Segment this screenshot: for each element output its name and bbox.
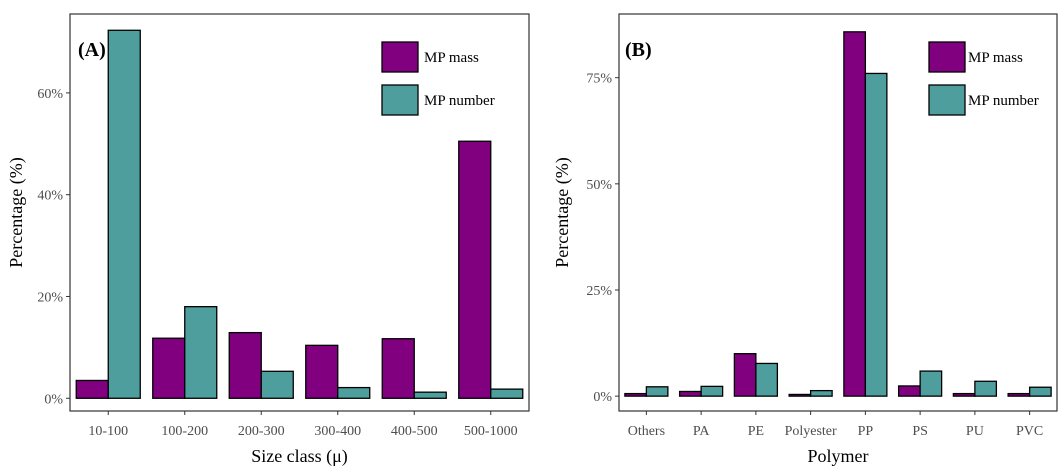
bar-mp-mass-300-400 — [306, 345, 338, 398]
y-axis-title: Percentage (%) — [552, 157, 573, 267]
bar-mp-mass-pu — [953, 394, 975, 397]
x-tick-label: PP — [858, 424, 874, 439]
bar-mp-mass-100-200 — [153, 338, 185, 398]
chart-panel-a: 0% 20% 40% 60% 10-100 100-200 200-300 300-400 40… — [6, 14, 529, 467]
x-tick-label: 400-500 — [391, 424, 438, 439]
legend-swatch-mp-mass — [382, 42, 418, 72]
bar-mp-mass-pa — [680, 391, 702, 396]
x-tick-label: 500-1000 — [464, 424, 518, 439]
x-tick-label: PE — [748, 424, 764, 439]
panel-label: (A) — [78, 39, 106, 61]
x-tick-label: Polyester — [785, 424, 837, 439]
bar-mp-mass-500-1000 — [459, 141, 491, 398]
y-tick-label: 75% — [586, 72, 612, 87]
bar-mp-mass-pe — [734, 354, 756, 396]
x-axis-title: Size class (μ) — [251, 446, 348, 467]
bar-mp-number-10-100 — [108, 30, 140, 398]
panel-label: (B) — [625, 39, 652, 61]
y-tick-label: 25% — [586, 284, 612, 299]
bar-mp-number-pa — [701, 386, 723, 396]
x-tick-label: PS — [912, 424, 928, 439]
bar-mp-mass-400-500 — [382, 339, 414, 399]
bar-mp-number-200-300 — [261, 371, 293, 398]
bar-mp-number-300-400 — [338, 388, 370, 399]
y-tick-label: 50% — [586, 178, 612, 193]
legend-swatch-mp-number — [929, 85, 965, 115]
legend-label-mp-number: MP number — [968, 93, 1039, 109]
y-tick-label: 0% — [44, 392, 63, 407]
bar-mp-number-pu — [975, 381, 997, 396]
y-tick-label: 60% — [37, 87, 63, 102]
bar-mp-number-ps — [920, 371, 942, 396]
x-axis-title: Polymer — [808, 446, 869, 466]
bar-mp-mass-10-100 — [76, 380, 108, 398]
x-tick-label: PVC — [1016, 424, 1043, 439]
x-tick-label: 200-300 — [238, 424, 285, 439]
y-tick-label: 20% — [37, 290, 63, 305]
bar-mp-number-100-200 — [185, 307, 217, 399]
legend-label-mp-mass: MP mass — [968, 50, 1023, 66]
y-tick-label: 0% — [593, 390, 612, 405]
bar-mp-number-pvc — [1030, 387, 1052, 396]
bar-mp-mass-polyester — [789, 394, 811, 396]
chart-panel-b: 0% 25% 50% 75% Others PA PE Polyester PP PS PU PVC P… — [552, 14, 1057, 466]
bar-mp-number-pe — [756, 363, 778, 396]
bar-mp-mass-pp — [844, 32, 866, 396]
x-tick-label: PA — [693, 424, 711, 439]
x-tick-label: 10-100 — [88, 424, 128, 439]
x-tick-label: Others — [628, 424, 665, 439]
y-tick-label: 40% — [37, 189, 63, 204]
bar-mp-number-polyester — [811, 391, 833, 397]
y-axis-title: Percentage (%) — [6, 157, 27, 267]
legend-swatch-mp-mass — [929, 42, 965, 72]
x-tick-label: 300-400 — [314, 424, 361, 439]
x-tick-label: 100-200 — [161, 424, 208, 439]
bar-mp-mass-pvc — [1008, 394, 1030, 397]
legend-label-mp-number: MP number — [424, 93, 495, 109]
legend-label-mp-mass: MP mass — [424, 50, 479, 66]
bar-mp-mass-others — [625, 394, 647, 397]
bar-mp-mass-200-300 — [229, 333, 261, 399]
legend-swatch-mp-number — [382, 85, 418, 115]
x-tick-label: PU — [966, 424, 984, 439]
bar-mp-number-500-1000 — [491, 389, 523, 398]
bar-mp-number-pp — [865, 73, 887, 396]
bar-mp-mass-ps — [899, 386, 921, 396]
bar-mp-number-400-500 — [414, 392, 446, 398]
plot-frame — [619, 14, 1057, 411]
bar-mp-number-others — [646, 387, 668, 396]
